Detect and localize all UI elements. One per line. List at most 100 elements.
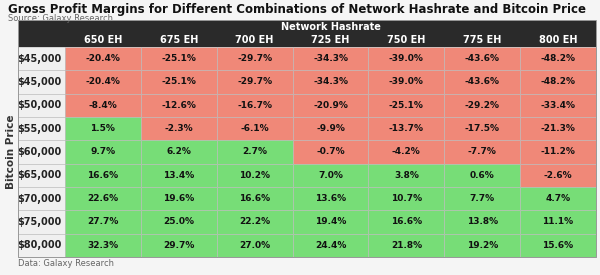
- Bar: [65, 117, 141, 140]
- Text: 7.7%: 7.7%: [470, 194, 495, 203]
- Text: -29.7%: -29.7%: [237, 54, 272, 63]
- Text: -29.2%: -29.2%: [465, 101, 500, 110]
- Bar: [368, 140, 444, 164]
- Text: 32.3%: 32.3%: [88, 241, 118, 250]
- Text: $50,000: $50,000: [18, 100, 62, 110]
- Text: 27.7%: 27.7%: [87, 218, 119, 227]
- Bar: [444, 117, 520, 140]
- Text: 750 EH: 750 EH: [387, 35, 425, 45]
- Text: 725 EH: 725 EH: [311, 35, 350, 45]
- Bar: [368, 187, 444, 210]
- Text: 15.6%: 15.6%: [542, 241, 574, 250]
- Text: -2.6%: -2.6%: [544, 171, 572, 180]
- Text: 9.7%: 9.7%: [91, 147, 115, 156]
- Text: -48.2%: -48.2%: [541, 54, 575, 63]
- Bar: [141, 234, 217, 257]
- Text: 21.8%: 21.8%: [391, 241, 422, 250]
- Text: -2.3%: -2.3%: [164, 124, 193, 133]
- Text: -13.7%: -13.7%: [389, 124, 424, 133]
- Text: $75,000: $75,000: [18, 217, 62, 227]
- Bar: [18, 234, 65, 257]
- Bar: [520, 187, 596, 210]
- Text: $55,000: $55,000: [18, 124, 62, 134]
- Bar: [65, 140, 141, 164]
- Text: -39.0%: -39.0%: [389, 78, 424, 87]
- Bar: [18, 164, 65, 187]
- Text: 13.8%: 13.8%: [467, 218, 498, 227]
- Bar: [293, 234, 368, 257]
- Text: $45,000: $45,000: [18, 77, 62, 87]
- Text: -34.3%: -34.3%: [313, 54, 348, 63]
- Bar: [141, 164, 217, 187]
- Bar: [18, 47, 65, 70]
- Text: 1.5%: 1.5%: [91, 124, 115, 133]
- Text: -21.3%: -21.3%: [541, 124, 575, 133]
- Bar: [444, 210, 520, 234]
- Bar: [141, 140, 217, 164]
- Bar: [520, 210, 596, 234]
- Text: Network Hashrate: Network Hashrate: [281, 21, 380, 32]
- Text: 675 EH: 675 EH: [160, 35, 198, 45]
- Text: Source: Galaxy Research: Source: Galaxy Research: [8, 14, 113, 23]
- Text: Gross Profit Margins for Different Combinations of Network Hashrate and Bitcoin : Gross Profit Margins for Different Combi…: [8, 3, 586, 16]
- Text: 22.2%: 22.2%: [239, 218, 270, 227]
- Bar: [141, 47, 217, 70]
- Text: -34.3%: -34.3%: [313, 78, 348, 87]
- Bar: [217, 210, 293, 234]
- Text: 4.7%: 4.7%: [545, 194, 571, 203]
- Bar: [65, 47, 141, 70]
- Text: $45,000: $45,000: [18, 54, 62, 64]
- Text: 0.6%: 0.6%: [470, 171, 494, 180]
- Text: 24.4%: 24.4%: [315, 241, 346, 250]
- Bar: [217, 140, 293, 164]
- Text: Data: Galaxy Research: Data: Galaxy Research: [18, 259, 114, 268]
- Text: 700 EH: 700 EH: [235, 35, 274, 45]
- Text: 10.7%: 10.7%: [391, 194, 422, 203]
- Text: 13.4%: 13.4%: [163, 171, 194, 180]
- Text: -20.9%: -20.9%: [313, 101, 348, 110]
- Bar: [141, 187, 217, 210]
- Bar: [65, 164, 141, 187]
- Bar: [444, 70, 520, 94]
- Bar: [444, 94, 520, 117]
- Text: $80,000: $80,000: [17, 240, 62, 250]
- Text: -43.6%: -43.6%: [465, 78, 500, 87]
- Text: 29.7%: 29.7%: [163, 241, 194, 250]
- Text: -11.2%: -11.2%: [541, 147, 575, 156]
- Text: 7.0%: 7.0%: [318, 171, 343, 180]
- Bar: [520, 47, 596, 70]
- Bar: [368, 164, 444, 187]
- Text: 11.1%: 11.1%: [542, 218, 574, 227]
- Text: 13.6%: 13.6%: [315, 194, 346, 203]
- Bar: [18, 20, 596, 257]
- Bar: [217, 47, 293, 70]
- Bar: [18, 210, 65, 234]
- Text: 16.6%: 16.6%: [239, 194, 270, 203]
- Text: $65,000: $65,000: [18, 170, 62, 180]
- Bar: [368, 117, 444, 140]
- Text: 25.0%: 25.0%: [163, 218, 194, 227]
- Bar: [217, 117, 293, 140]
- Bar: [293, 140, 368, 164]
- Bar: [293, 187, 368, 210]
- Bar: [65, 187, 141, 210]
- Bar: [444, 234, 520, 257]
- Text: 19.2%: 19.2%: [467, 241, 498, 250]
- Text: -33.4%: -33.4%: [541, 101, 575, 110]
- Bar: [65, 234, 141, 257]
- Bar: [293, 94, 368, 117]
- Text: 16.6%: 16.6%: [88, 171, 118, 180]
- Bar: [18, 20, 596, 47]
- Text: -17.5%: -17.5%: [465, 124, 500, 133]
- Bar: [293, 164, 368, 187]
- Bar: [520, 234, 596, 257]
- Text: 3.8%: 3.8%: [394, 171, 419, 180]
- Text: -20.4%: -20.4%: [85, 54, 121, 63]
- Bar: [293, 117, 368, 140]
- Bar: [18, 70, 65, 94]
- Text: -43.6%: -43.6%: [465, 54, 500, 63]
- Bar: [444, 164, 520, 187]
- Bar: [217, 187, 293, 210]
- Text: -39.0%: -39.0%: [389, 54, 424, 63]
- Bar: [444, 140, 520, 164]
